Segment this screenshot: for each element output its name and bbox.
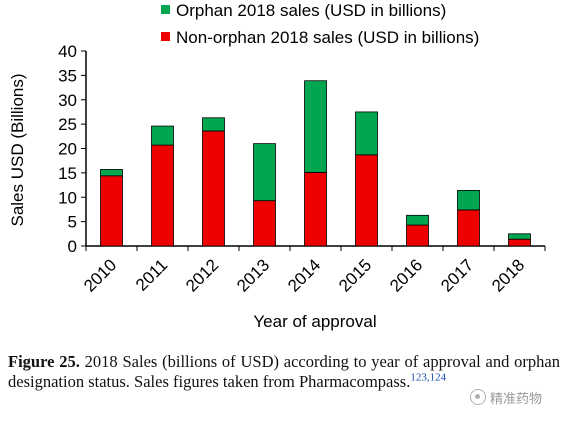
x-tick-label: 2011 [132,255,171,294]
watermark: 精准药物 [470,386,562,408]
bar-orphan-2012 [202,117,225,132]
y-tick-label: 20 [58,140,77,159]
bar-orphan-2010 [100,169,123,177]
chart: Orphan 2018 sales (USD in billions) Non-o… [8,1,546,331]
legend-label-non-orphan: Non-orphan 2018 sales (USD in billions) [176,28,479,47]
bar-non-orphan-2014 [304,171,327,247]
bars [100,80,531,247]
legend-swatch-orphan [161,5,170,14]
bar-non-orphan-2012 [202,130,225,247]
bar-orphan-2011 [151,125,174,146]
caption-text: 2018 Sales (billions of USD) according t… [8,352,560,391]
y-tick-label: 35 [58,66,77,85]
y-tick-label: 40 [58,42,77,61]
bar-orphan-2017 [457,190,480,211]
bar-non-orphan-2018 [508,238,531,247]
x-tick-label: 2016 [386,255,426,295]
bar-orphan-2014 [304,80,327,173]
caption-figure-label: Figure 25. [8,352,80,371]
watermark-text: 精准药物 [490,391,543,407]
x-tick-label: 2013 [233,255,273,295]
bar-non-orphan-2016 [406,224,429,247]
wechat-icon [470,389,486,405]
legend-swatch-non-orphan [161,32,170,41]
y-tick-label: 0 [68,237,77,256]
bar-orphan-2015 [355,111,378,156]
bar-non-orphan-2010 [100,175,123,247]
x-axis-label: Year of approval [253,312,376,331]
legend-label-orphan: Orphan 2018 sales (USD in billions) [176,1,446,20]
y-tick-label: 30 [58,91,77,110]
x-tick-label: 2012 [182,255,222,295]
x-tick-label: 2017 [437,255,477,295]
y-axis-label: Sales USD (Billions) [8,73,27,226]
bar-non-orphan-2013 [253,200,276,247]
caption-references[interactable]: 123,124 [410,371,447,384]
y-tick-label: 10 [58,188,77,207]
bar-non-orphan-2015 [355,154,378,247]
bar-orphan-2018 [508,233,531,240]
bar-non-orphan-2017 [457,209,480,247]
x-tick-label: 2010 [80,255,120,295]
bar-orphan-2016 [406,214,429,226]
x-tick-label: 2018 [488,255,528,295]
y-tick-label: 5 [68,213,77,232]
x-tick-label: 2014 [284,255,324,295]
bar-non-orphan-2011 [151,144,174,247]
legend: Orphan 2018 sales (USD in billions) Non-o… [161,1,479,47]
y-tick-label: 15 [58,164,77,183]
figure-caption: Figure 25. 2018 Sales (billions of USD) … [8,352,560,392]
y-tick-label: 25 [58,115,77,134]
tick-labels: 0 5 10 15 20 25 30 35 40 2010 2011 2012 2013 2014 2015… [58,42,528,296]
bar-orphan-2013 [253,143,276,202]
x-tick-label: 2015 [335,255,375,295]
